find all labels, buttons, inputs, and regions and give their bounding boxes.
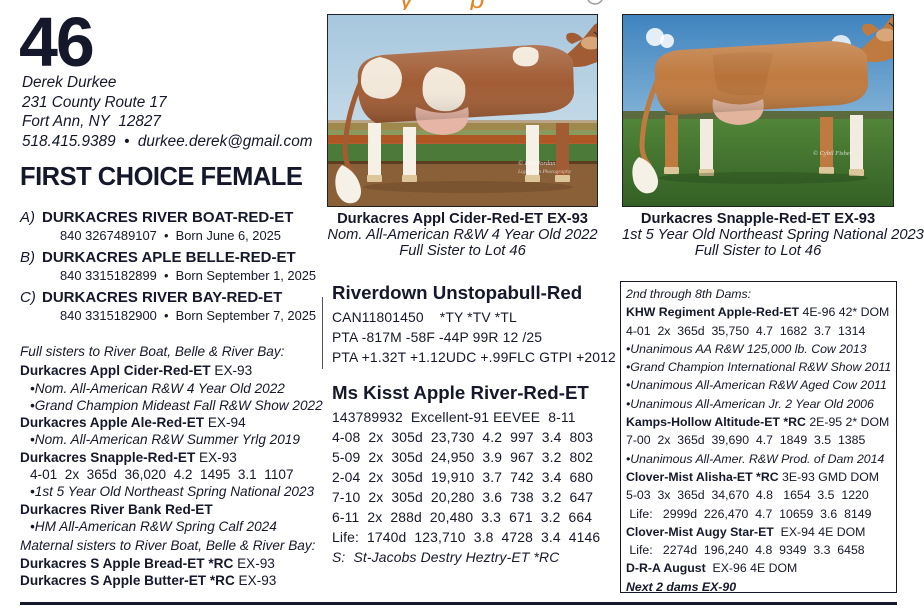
svg-text:y: y [398, 0, 415, 10]
svg-text:Light Rein Photography: Light Rein Photography [517, 169, 572, 175]
svg-text:p: p [469, 0, 484, 10]
svg-text:© Lisa Jordan: © Lisa Jordan [518, 160, 556, 167]
svg-text:© Cybil Fisher: © Cybil Fisher [813, 150, 853, 157]
